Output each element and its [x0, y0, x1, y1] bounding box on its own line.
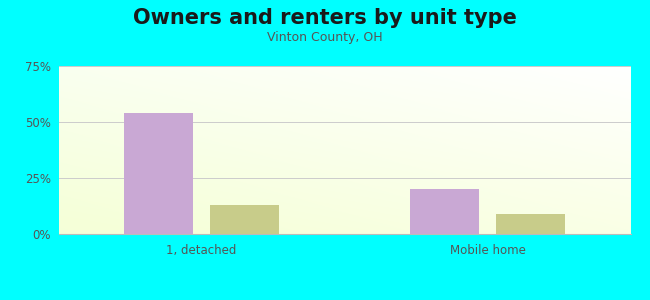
Bar	[410, 189, 479, 234]
Text: Owners and renters by unit type: Owners and renters by unit type	[133, 8, 517, 28]
Text: Vinton County, OH: Vinton County, OH	[267, 32, 383, 44]
Bar	[496, 214, 565, 234]
Bar	[124, 113, 193, 234]
Bar	[210, 205, 279, 234]
